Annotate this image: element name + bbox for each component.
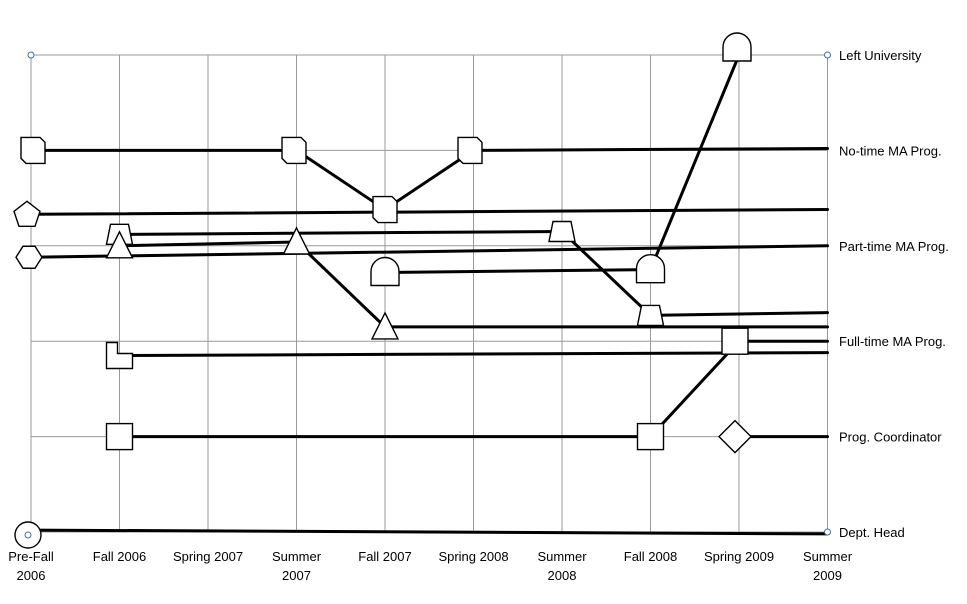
marker-hexagon [15, 245, 43, 269]
marker-half-circle [722, 32, 752, 62]
level-label: Part-time MA Prog. [839, 239, 949, 254]
x-tick-label: Summer [803, 549, 853, 564]
x-tick-label: Fall 2008 [624, 549, 677, 564]
x-tick-label: 2008 [548, 568, 577, 583]
marker-triangle [370, 311, 400, 340]
x-tick-label: Fall 2007 [358, 549, 411, 564]
track-folded-square [29, 147, 829, 212]
x-axis-labels: Pre-Fall 2006 Fall 2006 Spring 2007 Summer 20… [8, 549, 852, 583]
marker-half-circle [635, 254, 666, 284]
x-tick-label: 2006 [17, 568, 46, 583]
frame-handle [27, 51, 35, 59]
x-tick-label: Spring 2007 [173, 549, 243, 564]
level-label: No-time MA Prog. [839, 143, 942, 158]
track-L-shape [118, 351, 829, 357]
marker-trapezoid [548, 220, 576, 243]
y-axis-labels: Dept. Head Prog. Coordinator Full-time MA … [839, 48, 949, 540]
level-label: Dept. Head [839, 525, 905, 540]
x-tick-label: Fall 2006 [93, 549, 146, 564]
marker-folded-square [281, 136, 307, 165]
x-tick-label: Pre-Fall [8, 549, 54, 564]
track-pentagon [29, 208, 829, 216]
marker-L-shape [105, 341, 134, 370]
marker-triangle [105, 230, 134, 259]
marker-triangle [282, 226, 311, 255]
marker-folded-square [372, 195, 398, 224]
marker-trapezoid [636, 304, 665, 327]
x-tick-label: Spring 2009 [704, 549, 774, 564]
track-trapezoid [118, 229, 829, 317]
x-tick-label: 2009 [813, 568, 842, 583]
x-tick-label: Spring 2008 [438, 549, 508, 564]
x-tick-label: Summer [537, 549, 587, 564]
frame-handle [824, 51, 831, 59]
level-label: Left University [839, 48, 922, 63]
x-tick-label: Summer [272, 549, 322, 564]
track-hexagon [29, 244, 829, 259]
person-markers [13, 32, 752, 549]
marker-diamond [718, 419, 752, 454]
person-tracks [29, 53, 829, 536]
marker-half-circle [370, 256, 400, 287]
marker-folded-square [20, 136, 46, 165]
frame-handle [824, 528, 831, 536]
level-label: Full-time MA Prog. [839, 334, 946, 349]
marker-folded-square [457, 136, 483, 165]
x-tick-label: 2007 [282, 568, 311, 583]
level-label: Prog. Coordinator [839, 430, 942, 445]
marker-center-dot [24, 531, 32, 539]
marker-square [721, 327, 749, 355]
track-triangle [118, 240, 829, 329]
track-circle [29, 528, 829, 536]
marker-pentagon [13, 200, 41, 228]
marker-square [105, 422, 134, 451]
marker-square [636, 422, 665, 451]
track-square [118, 339, 829, 439]
selection-handles [27, 51, 831, 536]
